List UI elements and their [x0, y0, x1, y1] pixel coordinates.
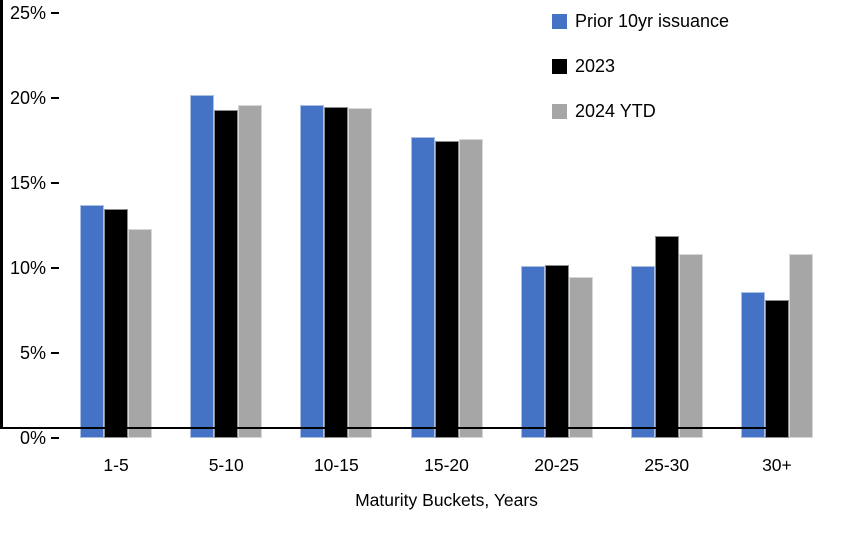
legend-swatch-gray-icon [552, 104, 567, 119]
y-tick-label: 10% [9, 257, 46, 278]
y-tick-label: 5% [19, 342, 46, 363]
legend-label: 2023 [575, 56, 616, 76]
y-tick-mark [50, 11, 59, 15]
x-axis-line [0, 426, 774, 429]
bar-2023-25-30 [654, 235, 679, 438]
legend-label: 2024 YTD [575, 101, 656, 121]
bar-2023-5-10 [214, 109, 239, 438]
bar-2024-ytd-20-25 [568, 276, 593, 438]
bar-prior-10yr-issuance-20-25 [520, 266, 545, 438]
bar-2024-ytd-25-30 [678, 254, 703, 438]
y-axis-line [0, 0, 3, 427]
x-tick-label: 10-15 [313, 455, 359, 475]
bar-2024-ytd-1-5 [128, 228, 153, 438]
bar-2024-ytd-30+ [788, 254, 813, 438]
bar-prior-10yr-issuance-10-15 [300, 104, 325, 438]
bar-2023-30+ [764, 300, 789, 438]
bar-2024-ytd-15-20 [458, 138, 483, 438]
bar-2024-ytd-5-10 [238, 104, 263, 438]
y-tick-label: 25% [9, 2, 46, 23]
bar-prior-10yr-issuance-15-20 [410, 137, 435, 438]
axes: 1-5 5-10 10-15 15-20 20-25 25-30 30+ 0% 5% 10% 15%… [0, 0, 792, 475]
bar-2024-ytd-10-15 [348, 108, 373, 438]
x-tick-label: 25-30 [644, 455, 690, 475]
bar-2023-1-5 [104, 208, 129, 438]
bar-2023-10-15 [324, 106, 349, 438]
x-axis-title: Maturity Buckets, Years [355, 490, 538, 510]
x-tick-label: 15-20 [424, 455, 469, 475]
y-tick-label: 15% [9, 172, 46, 193]
legend-swatch-black-icon [552, 59, 567, 74]
x-tick-label: 30+ [762, 455, 792, 475]
y-tick-label: 20% [9, 87, 46, 108]
y-tick-mark [50, 266, 59, 270]
legend: Prior 10yr issuance 2023 2024 YTD [552, 11, 730, 147]
legend-item-prior-10yr: Prior 10yr issuance [552, 11, 730, 31]
bar-prior-10yr-issuance-5-10 [190, 94, 215, 438]
y-tick-mark [50, 436, 59, 440]
x-tick-label: 1-5 [103, 455, 129, 475]
bar-2023-15-20 [434, 140, 459, 438]
bar-prior-10yr-issuance-25-30 [630, 266, 655, 438]
legend-swatch-blue-icon [552, 14, 567, 29]
x-tick-label: 20-25 [534, 455, 580, 475]
y-tick-mark [50, 351, 59, 355]
bar-prior-10yr-issuance-1-5 [80, 205, 105, 438]
legend-label: Prior 10yr issuance [575, 11, 730, 31]
y-tick-mark [50, 96, 59, 100]
bar-prior-10yr-issuance-30+ [740, 291, 765, 438]
x-tick-label: 5-10 [208, 455, 244, 475]
y-tick-label: 0% [19, 427, 46, 448]
legend-item-2024-ytd: 2024 YTD [552, 101, 729, 121]
y-tick-mark [50, 181, 59, 185]
legend-item-2023: 2023 [552, 56, 729, 76]
bar-2023-20-25 [544, 264, 569, 438]
